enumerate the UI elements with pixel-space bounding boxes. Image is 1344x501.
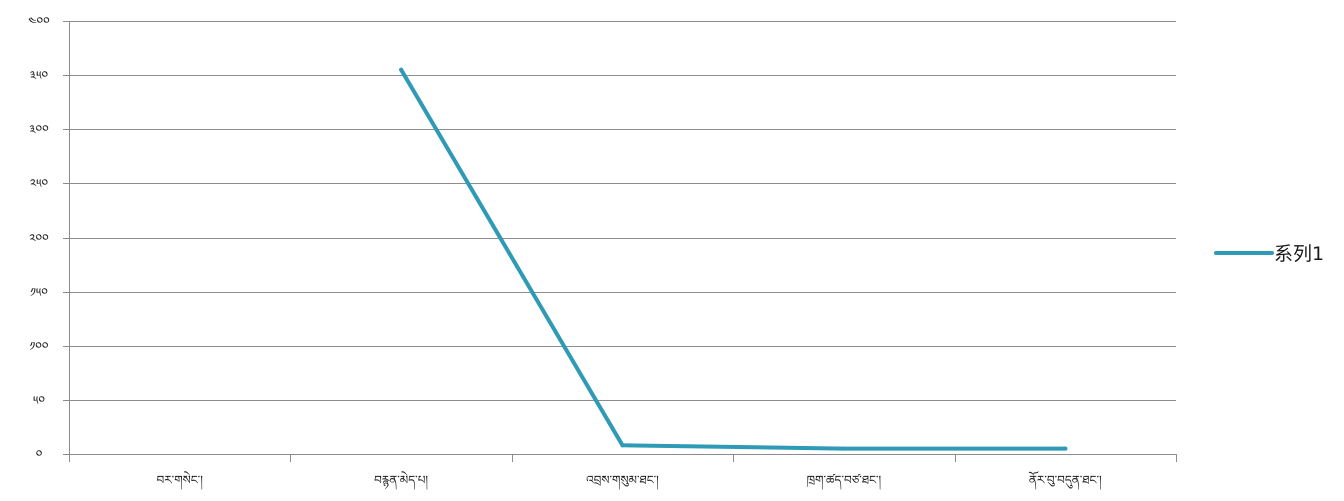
- gridlines: [69, 21, 1176, 401]
- y-tick-label: ༢༥༠: [30, 177, 49, 191]
- y-tick-label: ༥༠: [33, 394, 45, 408]
- legend-label: 系列1: [1274, 243, 1324, 265]
- y-tick-label: ༢༠༠: [29, 232, 49, 246]
- legend: 系列1: [1214, 243, 1324, 265]
- series-line: [399, 67, 1068, 451]
- y-tick-label: ༣༥༠: [30, 69, 49, 83]
- y-tick-label: ༡༠༠: [30, 340, 49, 354]
- x-tick-label: ནོར་བུ་བདུན་ཐང་།: [1029, 471, 1102, 490]
- data-point: [399, 67, 404, 72]
- y-tick-label: ༣༠༠: [29, 123, 49, 137]
- data-point: [841, 446, 846, 451]
- series-lines: [399, 67, 1068, 451]
- x-tick-label: ཁྲག་ཚད་བཙ་ཐང་།: [807, 473, 882, 490]
- tick-labels: ༠ ༥༠ ༡༠༠ ༡༥༠ ༢༠༠ ༢༥༠ ༣༠༠ ༣༥༠ ༤༠༠ བར་གསེང་། བརྙན་མེ…: [28, 15, 1102, 491]
- x-tick-label: བར་གསེང་།: [157, 471, 204, 490]
- x-tick-label: འབྲས་གསུམ་ཐང་།: [586, 473, 659, 490]
- axes: [63, 21, 1177, 462]
- data-point: [1063, 446, 1068, 451]
- y-tick-label: ༠: [36, 448, 43, 462]
- y-tick-label: ༡༥༠: [30, 286, 48, 300]
- data-point: [620, 443, 625, 448]
- y-tick-label: ༤༠༠: [28, 15, 50, 29]
- x-tick-label: བརྙན་མེད་པ།: [374, 471, 428, 490]
